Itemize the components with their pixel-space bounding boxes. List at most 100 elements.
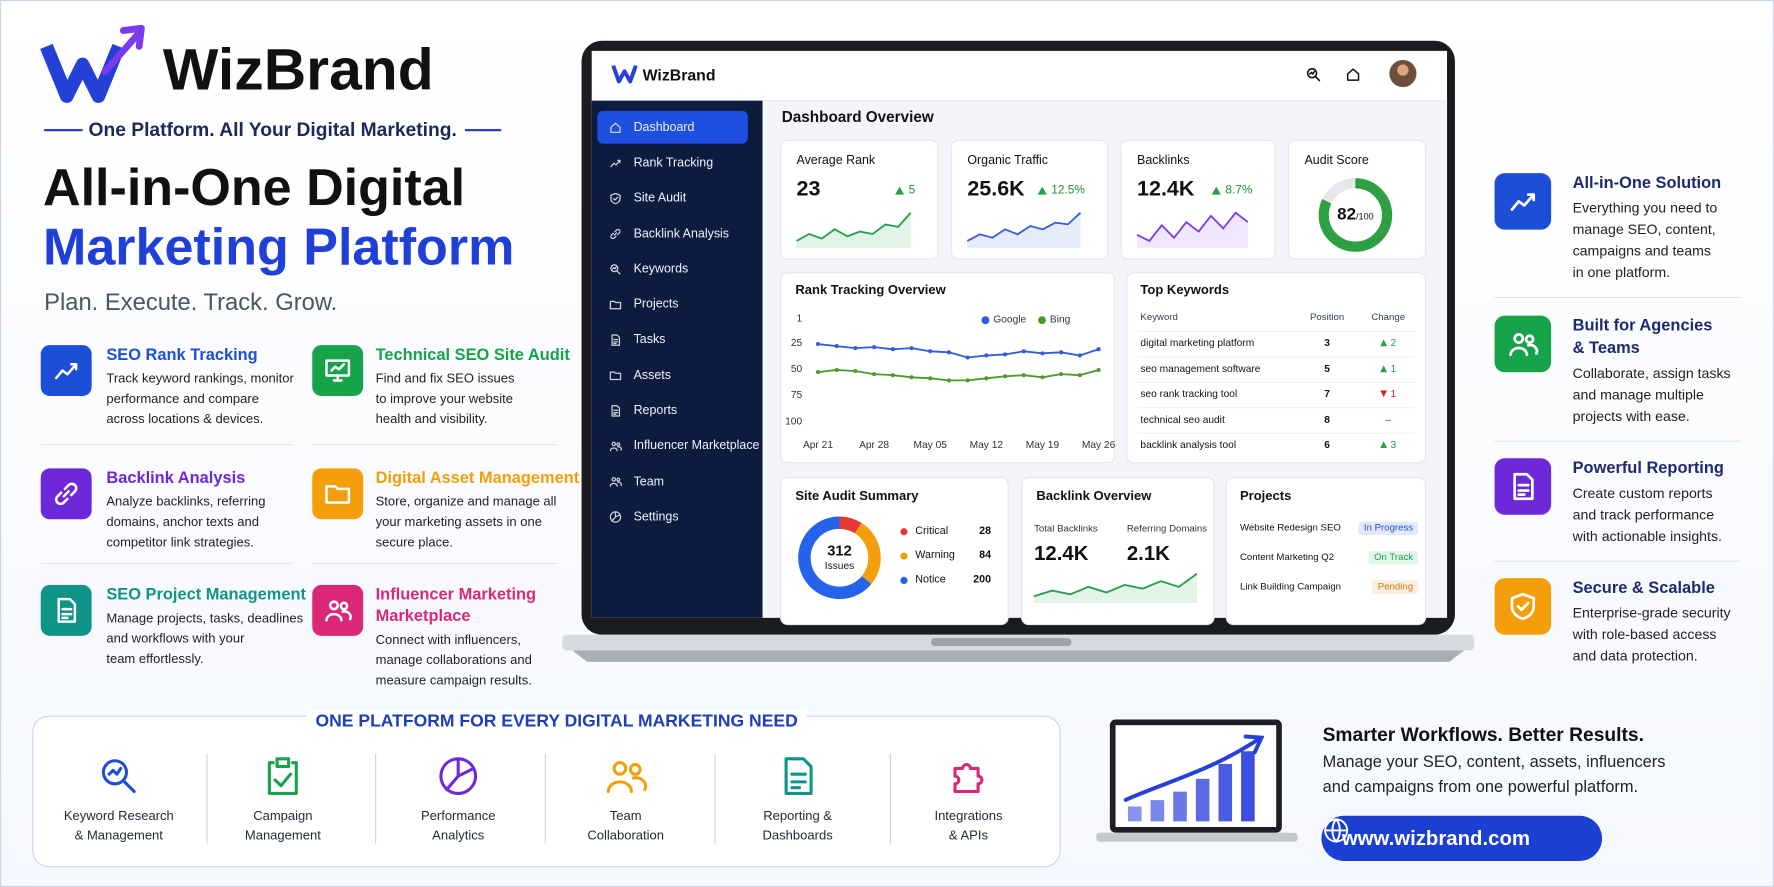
nav-item[interactable]: Keywords	[633, 262, 689, 276]
icon-shape	[609, 477, 622, 487]
nav-item[interactable]: Dashboard	[633, 120, 695, 135]
y-tick-label: 25	[790, 337, 803, 349]
highlight-title: & Teams	[1572, 338, 1640, 358]
nav-item[interactable]: Influencer Marketplace	[633, 439, 760, 453]
highlight-text: Create custom reports	[1572, 485, 1713, 502]
series-point	[984, 376, 989, 381]
change-value: –	[1385, 413, 1392, 425]
up-arrow	[1211, 186, 1221, 195]
card-title: Backlink Overview	[1036, 489, 1152, 503]
y-tick-label: 1	[796, 312, 803, 324]
feature-title: Influencer Marketing	[375, 585, 537, 604]
feature-text: Track keyword rankings, monitor	[106, 371, 294, 386]
change: 3	[1380, 439, 1396, 450]
feature-text: manage collaborations and	[375, 653, 532, 667]
highlight-text: and track performance	[1572, 506, 1715, 523]
nav-item[interactable]: Tasks	[633, 333, 666, 347]
icon-shape	[439, 757, 478, 795]
hero-subtitle: Plan. Execute. Track. Grow.	[44, 290, 338, 317]
capability-label: Management	[244, 828, 321, 843]
nav-item[interactable]: Site Audit	[633, 191, 687, 206]
website-button[interactable]: www.wizbrand.com	[1321, 815, 1603, 861]
legend-swatch	[900, 552, 908, 560]
highlight-icon-bg	[1494, 173, 1552, 230]
feature-icon-bg	[40, 584, 92, 636]
series-point	[834, 344, 839, 349]
icon-shape	[1306, 67, 1321, 82]
change: 1	[1380, 388, 1396, 399]
mini-laptop-base	[1096, 832, 1298, 842]
icon-shape	[1510, 592, 1536, 620]
icon-shape	[1510, 193, 1536, 211]
growth-bar	[1195, 778, 1210, 822]
icon-shape	[784, 757, 813, 795]
icon	[610, 159, 621, 168]
change: 2	[1380, 337, 1396, 348]
keyword: seo rank tracking tool	[1140, 388, 1238, 400]
feature-title: SEO Project Management	[106, 585, 307, 604]
nav-item[interactable]: Settings	[633, 510, 679, 524]
feature-text: team effortlessly.	[106, 652, 204, 666]
icon	[54, 363, 78, 380]
feature-text: across locations & devices.	[106, 412, 264, 426]
series-point	[872, 372, 877, 377]
series-point	[928, 349, 933, 354]
nav-item[interactable]: Assets	[633, 368, 671, 383]
series-point	[1077, 373, 1082, 378]
legend-value: 200	[973, 573, 992, 586]
series-point	[965, 355, 970, 360]
avatar-face	[1397, 64, 1409, 76]
kpi-label: Average Rank	[796, 153, 876, 168]
icon	[325, 359, 351, 382]
nav-item[interactable]: Team	[633, 474, 665, 489]
series-point	[853, 346, 858, 351]
icon	[1510, 193, 1536, 211]
x-tick-label: May 12	[969, 439, 1004, 451]
nav-active	[597, 110, 748, 144]
highlight-title: Powerful Reporting	[1572, 458, 1724, 477]
kpi-value: 23	[796, 177, 821, 201]
nav-item[interactable]: Reports	[633, 403, 678, 418]
gauge-value: 82	[1337, 204, 1357, 225]
chart-title: Rank Tracking Overview	[795, 283, 946, 298]
kpi-change-value: 8.7%	[1225, 183, 1253, 197]
icon-shape	[610, 192, 621, 205]
project-name: Website Redesign SEO	[1239, 522, 1341, 534]
highlight-text: Collaborate, assign tasks	[1572, 365, 1731, 382]
series-point	[834, 367, 839, 373]
icon-shape	[610, 122, 621, 133]
nav-item[interactable]: Projects	[633, 297, 679, 312]
card-title: Projects	[1239, 489, 1292, 503]
icon	[439, 757, 478, 795]
globe-shape	[1324, 818, 1349, 843]
highlight-text: Enterprise-grade security	[1572, 605, 1731, 621]
icon	[606, 761, 648, 794]
series-point	[965, 378, 970, 383]
nav-item[interactable]: Backlink Analysis	[633, 227, 730, 241]
tagline: One Platform. All Your Digital Marketing…	[88, 118, 457, 141]
icon-shape	[609, 441, 622, 452]
highlight-text: and data protection.	[1572, 648, 1698, 664]
logo-arrow	[101, 24, 145, 75]
card-title: Site Audit Summary	[795, 489, 919, 503]
icon	[609, 477, 622, 487]
app-logo-mark	[611, 64, 638, 84]
donut-segment	[798, 516, 881, 600]
kpi-label: Organic Traffic	[967, 153, 1049, 168]
position: 3	[1324, 337, 1330, 349]
icon	[610, 264, 621, 275]
icon	[1306, 67, 1321, 82]
icon	[609, 371, 622, 381]
card	[1225, 476, 1427, 626]
series-point	[946, 378, 951, 383]
capability-label: Performance	[420, 809, 496, 824]
highlight-icon-bg	[1494, 578, 1552, 635]
metric-value: 12.4K	[1034, 542, 1089, 565]
series-point	[1040, 375, 1045, 380]
legend-swatch	[1038, 316, 1046, 325]
series-point	[928, 376, 933, 381]
nav-item[interactable]: Rank Tracking	[633, 156, 714, 170]
y-tick-label: 75	[790, 389, 803, 401]
change-arrow	[1380, 339, 1388, 347]
